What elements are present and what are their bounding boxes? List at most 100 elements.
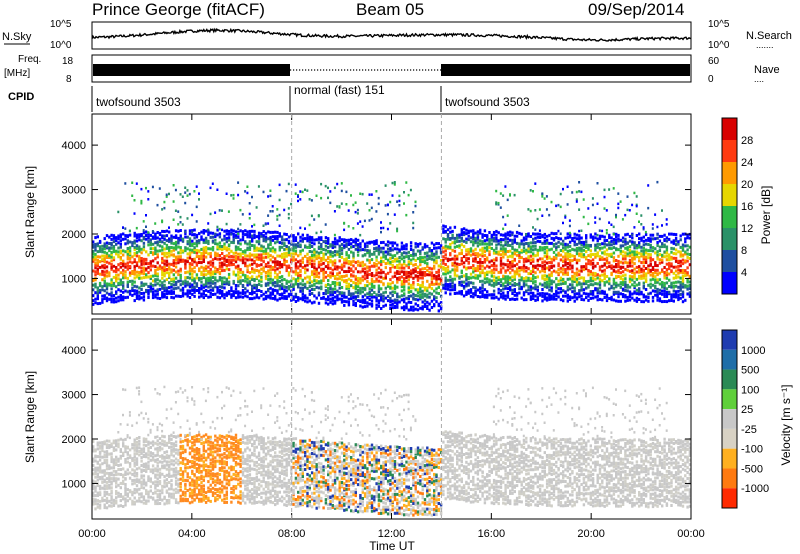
echo-cell xyxy=(658,245,662,249)
echo-cell xyxy=(151,230,154,233)
echo-cell xyxy=(269,194,272,198)
echo-cell xyxy=(548,285,551,288)
echo-cell xyxy=(174,283,178,287)
echo-cell xyxy=(248,202,251,205)
echo-cell xyxy=(458,252,461,256)
echo-cell xyxy=(172,290,175,294)
echo-cell xyxy=(492,239,496,243)
echo-cell xyxy=(195,205,198,209)
echo-cell xyxy=(688,253,692,256)
echo-cell xyxy=(188,239,192,243)
echo-cell xyxy=(375,296,378,300)
echo-cell xyxy=(686,236,689,240)
echo-cell xyxy=(681,248,685,252)
echo-cell xyxy=(481,233,484,237)
echo-cell xyxy=(110,291,113,295)
echo-cell xyxy=(677,289,680,293)
echo-cell xyxy=(140,271,143,275)
echo-cell xyxy=(103,250,106,254)
echo-cell xyxy=(306,239,309,243)
echo-cell xyxy=(361,267,364,271)
echo-cell xyxy=(552,250,556,254)
echo-cell xyxy=(255,253,258,257)
echo-cell xyxy=(474,286,477,290)
echo-cell xyxy=(651,271,655,275)
echo-cell xyxy=(492,296,496,300)
echo-cell xyxy=(340,189,343,193)
echo-cell xyxy=(534,241,537,244)
echo-cell xyxy=(126,434,129,437)
echo-cell xyxy=(350,284,353,288)
echo-cell xyxy=(333,253,337,257)
echo-cell xyxy=(195,273,199,277)
echo-cell xyxy=(552,258,556,262)
echo-cell xyxy=(391,281,394,285)
echo-cell xyxy=(366,258,369,262)
echo-cell xyxy=(416,288,420,292)
echo-cell xyxy=(246,289,249,293)
echo-cell xyxy=(165,229,169,233)
echo-cell xyxy=(511,275,514,279)
echo-cell xyxy=(347,297,351,301)
echo-cell xyxy=(124,483,127,486)
echo-cell xyxy=(568,263,572,267)
echo-cell xyxy=(391,241,394,245)
echo-cell xyxy=(246,230,249,234)
echo-cell xyxy=(414,259,417,262)
echo-cell xyxy=(200,252,203,255)
echo-cell xyxy=(400,263,404,267)
echo-cell xyxy=(356,294,360,298)
echo-cell xyxy=(112,234,116,238)
echo-cell xyxy=(110,455,113,459)
y-tick-label: 3000 xyxy=(62,185,86,197)
echo-cell xyxy=(610,266,613,270)
echo-cell xyxy=(331,298,334,302)
echo-cell xyxy=(684,252,687,256)
echo-cell xyxy=(476,241,480,245)
echo-cell xyxy=(133,502,136,506)
echo-cell xyxy=(619,299,622,303)
echo-cell xyxy=(677,259,680,263)
echo-cell xyxy=(456,262,459,266)
echo-cell xyxy=(138,480,141,484)
echo-cell xyxy=(419,242,422,246)
echo-cell xyxy=(232,193,235,197)
echo-cell xyxy=(453,268,457,272)
echo-cell xyxy=(327,282,330,286)
echo-cell xyxy=(504,249,507,253)
echo-cell xyxy=(502,291,505,295)
echo-cell xyxy=(163,230,166,233)
echo-cell xyxy=(541,234,544,238)
echo-cell xyxy=(651,258,655,262)
echo-cell xyxy=(193,233,196,237)
echo-cell xyxy=(573,299,576,303)
echo-cell xyxy=(119,493,122,496)
echo-cell xyxy=(211,258,215,262)
echo-cell xyxy=(122,237,125,241)
echo-cell xyxy=(202,246,205,250)
echo-cell xyxy=(670,269,673,273)
echo-cell xyxy=(174,258,178,262)
echo-cell xyxy=(384,286,387,290)
echo-cell xyxy=(260,232,263,236)
echo-cell xyxy=(550,200,553,204)
echo-cell xyxy=(345,281,348,285)
echo-cell xyxy=(115,239,118,243)
echo-cell xyxy=(96,468,99,472)
echo-cell xyxy=(506,275,510,279)
echo-cell xyxy=(488,270,491,274)
echo-cell xyxy=(575,283,579,287)
echo-cell xyxy=(665,248,669,252)
echo-cell xyxy=(617,263,620,266)
echo-cell xyxy=(218,232,222,236)
echo-cell xyxy=(571,290,574,294)
echo-cell xyxy=(322,272,325,276)
echo-cell xyxy=(227,236,231,240)
echo-cell xyxy=(596,276,599,280)
echo-cell xyxy=(444,284,447,288)
echo-cell xyxy=(103,442,106,446)
echo-cell xyxy=(555,236,558,240)
echo-cell xyxy=(260,279,263,283)
echo-cell xyxy=(94,466,97,470)
echo-cell xyxy=(467,289,470,293)
